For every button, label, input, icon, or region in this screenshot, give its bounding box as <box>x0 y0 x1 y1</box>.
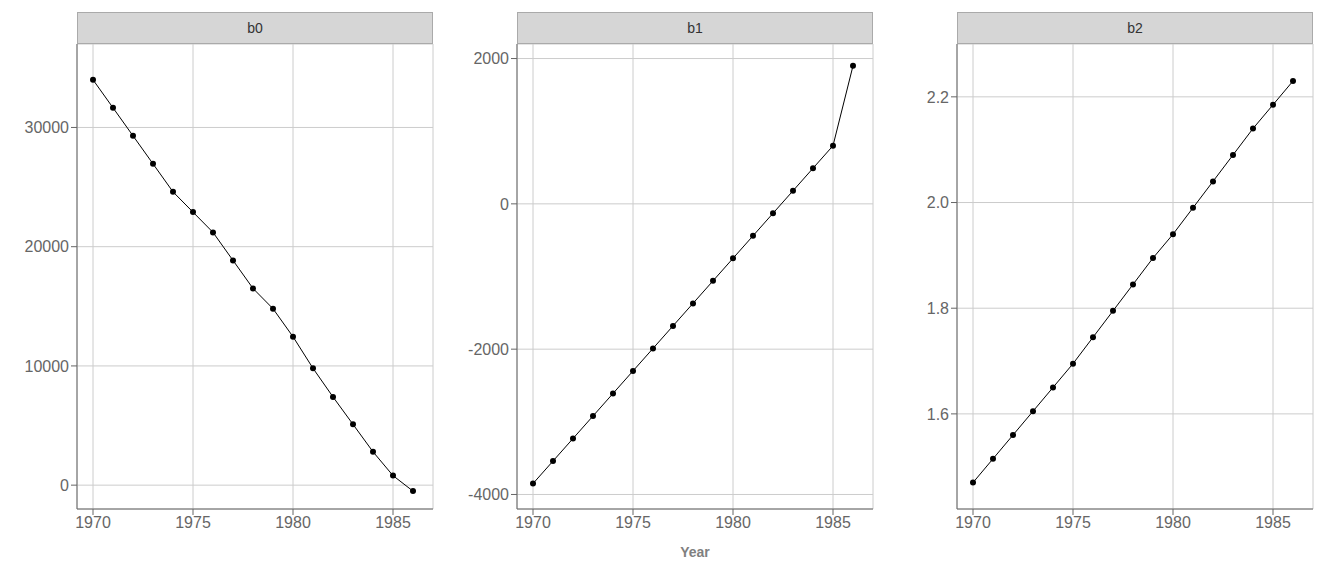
svg-text:2.2: 2.2 <box>927 89 949 106</box>
svg-text:1985: 1985 <box>815 514 851 531</box>
html-text:b0: b0 <box>247 20 263 36</box>
html-text:b1: b1 <box>687 20 703 36</box>
svg-text:1980: 1980 <box>275 514 311 531</box>
svg-text:1980: 1980 <box>715 514 751 531</box>
svg-text:-2000: -2000 <box>468 341 509 358</box>
svg-text:1.6: 1.6 <box>927 406 949 423</box>
svg-text:Year: Year <box>680 544 710 560</box>
svg-text:1975: 1975 <box>175 514 211 531</box>
html-text:b2: b2 <box>1127 20 1143 36</box>
svg-text:2000: 2000 <box>473 50 509 67</box>
svg-text:1980: 1980 <box>1155 514 1191 531</box>
svg-text:-4000: -4000 <box>468 486 509 503</box>
svg-text:1975: 1975 <box>615 514 651 531</box>
svg-text:0: 0 <box>60 477 69 494</box>
svg-text:1985: 1985 <box>1255 514 1291 531</box>
svg-text:1975: 1975 <box>1055 514 1091 531</box>
svg-text:20000: 20000 <box>25 238 70 255</box>
svg-text:1970: 1970 <box>75 514 111 531</box>
svg-text:10000: 10000 <box>25 358 70 375</box>
svg-text:1985: 1985 <box>375 514 411 531</box>
svg-text:1.8: 1.8 <box>927 300 949 317</box>
svg-text:1970: 1970 <box>955 514 991 531</box>
svg-text:1970: 1970 <box>515 514 551 531</box>
svg-text:2.0: 2.0 <box>927 194 949 211</box>
svg-text:30000: 30000 <box>25 119 70 136</box>
svg-text:0: 0 <box>500 196 509 213</box>
